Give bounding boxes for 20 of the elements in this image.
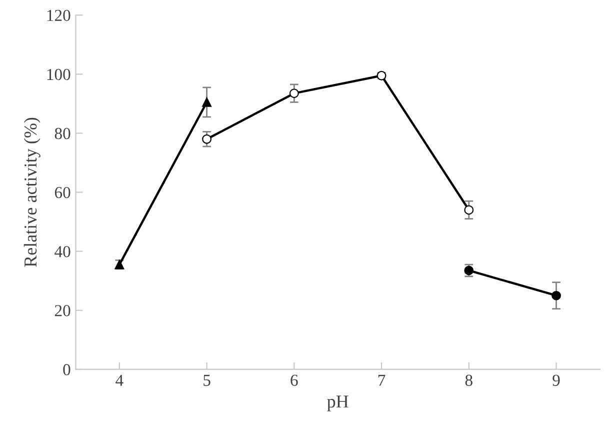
point <box>552 290 561 300</box>
point <box>289 88 299 98</box>
x-tick-label: 6 <box>290 374 298 386</box>
x-tick-label: 4 <box>116 374 124 386</box>
point <box>202 97 212 107</box>
x-tick-label: 7 <box>378 374 386 386</box>
point <box>202 134 212 144</box>
x-tick-label: 8 <box>465 374 472 386</box>
y-tick-label: 20 <box>54 305 70 316</box>
x-tick-label: 9 <box>552 374 560 386</box>
y-tick-label: 60 <box>54 186 70 198</box>
y-axis-title: Relative activity (%) <box>24 118 40 267</box>
y-tick-label: 80 <box>54 128 70 140</box>
x-axis-title: pH <box>327 396 348 412</box>
y-tick-label: 100 <box>47 68 70 80</box>
y-tick-label: 120 <box>47 10 70 22</box>
y-tick-label: 40 <box>54 246 70 258</box>
x-tick-label: 5 <box>204 374 210 386</box>
y-tick-label: 0 <box>63 364 70 376</box>
point <box>464 205 474 215</box>
